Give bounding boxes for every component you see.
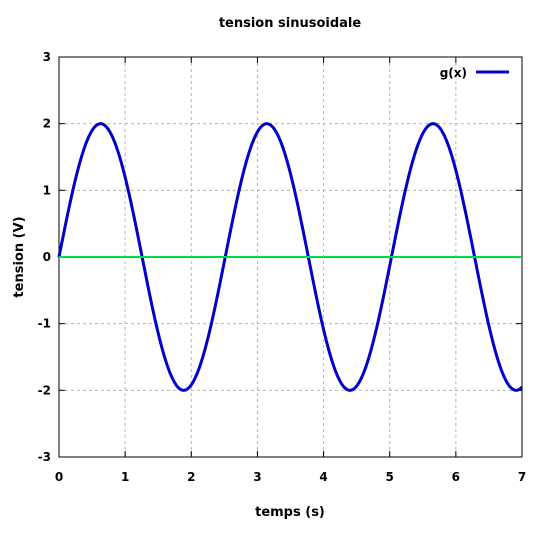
- y-tick-label: -1: [38, 317, 51, 331]
- x-tick-label: 6: [452, 470, 460, 484]
- x-tick-label: 0: [55, 470, 63, 484]
- y-tick-label: -2: [38, 383, 51, 397]
- y-axis-label: tension (V): [12, 216, 27, 297]
- x-tick-label: 2: [187, 470, 195, 484]
- x-tick-label: 1: [121, 470, 129, 484]
- legend-label-gx: g(x): [440, 66, 467, 80]
- x-tick-label: 4: [319, 470, 327, 484]
- series-lines: [57, 122, 524, 392]
- y-tick-label: -3: [38, 450, 51, 464]
- y-tick-label: 0: [43, 250, 51, 264]
- tick-labels: 0 1 2 3 4 5 6 7 3 2 1 0 -1 -2 -3: [38, 50, 527, 484]
- legend: g(x): [440, 66, 509, 80]
- x-tick-label: 5: [386, 470, 394, 484]
- x-tick-label: 7: [518, 470, 526, 484]
- y-tick-label: 2: [43, 117, 51, 131]
- x-axis-label: temps (s): [255, 505, 325, 520]
- y-tick-label: 3: [43, 50, 51, 64]
- y-tick-label: 1: [43, 183, 51, 197]
- x-tick-label: 3: [253, 470, 261, 484]
- chart-title: tension sinusoidale: [219, 16, 362, 31]
- series-line-gx: [57, 122, 524, 392]
